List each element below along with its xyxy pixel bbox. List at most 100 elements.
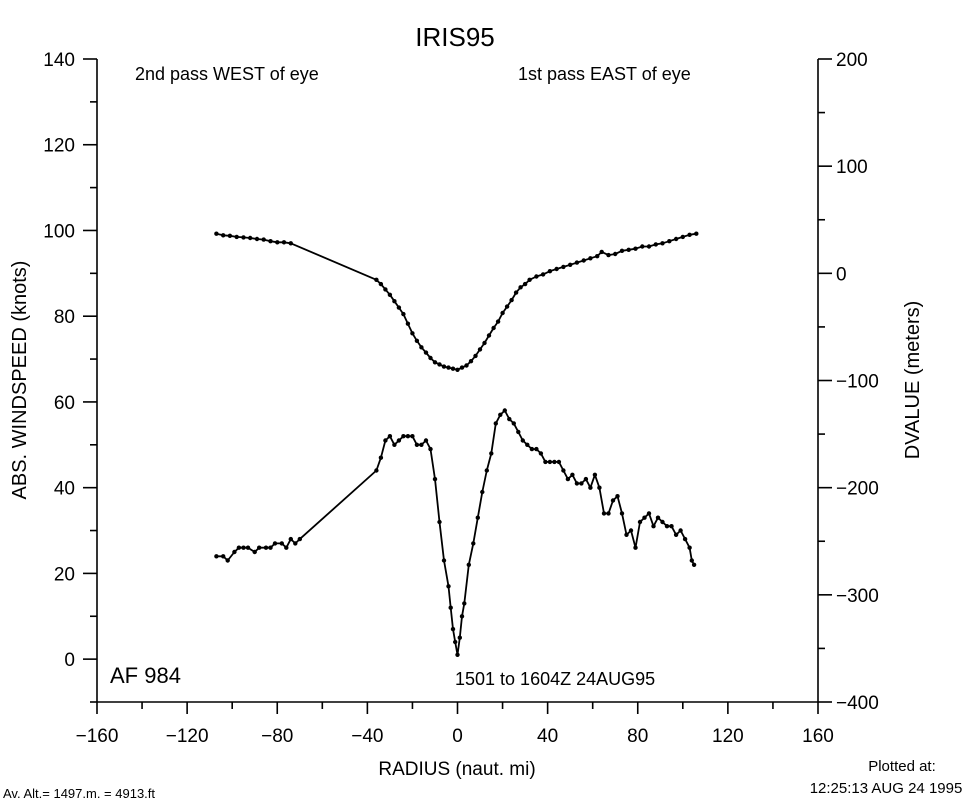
x-tick-label: 0 xyxy=(452,726,463,747)
data-point-dvalue xyxy=(261,237,266,242)
data-point-dvalue xyxy=(518,285,523,290)
data-point-windspeed xyxy=(633,545,638,550)
data-point-dvalue xyxy=(401,311,406,317)
data-point-dvalue xyxy=(446,365,451,370)
y-left-tick-label: 60 xyxy=(54,393,75,414)
x-tick-label: 40 xyxy=(537,726,558,747)
data-point-dvalue xyxy=(540,272,546,277)
data-point-dvalue xyxy=(455,367,460,372)
data-point-dvalue xyxy=(378,281,384,287)
data-point-windspeed xyxy=(592,472,598,477)
data-point-windspeed xyxy=(529,446,535,452)
x-tick-label: 120 xyxy=(712,726,744,747)
data-point-windspeed xyxy=(637,519,643,525)
data-point-windspeed xyxy=(423,438,429,443)
data-point-windspeed xyxy=(284,545,289,550)
data-point-windspeed xyxy=(588,485,593,490)
data-point-windspeed xyxy=(392,442,397,447)
data-point-windspeed xyxy=(245,545,251,550)
y-right-tick-label: −300 xyxy=(836,586,879,607)
data-point-windspeed xyxy=(561,468,566,473)
data-point-windspeed xyxy=(601,511,607,516)
data-point-windspeed xyxy=(297,536,302,542)
data-point-windspeed xyxy=(583,476,589,482)
data-point-windspeed xyxy=(655,515,661,520)
data-point-windspeed xyxy=(520,438,525,443)
data-point-dvalue xyxy=(288,241,293,246)
data-point-dvalue xyxy=(254,236,260,242)
data-point-windspeed xyxy=(498,412,503,417)
data-point-dvalue xyxy=(423,350,429,355)
data-point-windspeed xyxy=(257,545,262,550)
data-point-windspeed xyxy=(383,438,388,443)
series-line-dvalue xyxy=(216,232,697,371)
data-point-dvalue xyxy=(473,353,478,359)
data-point-dvalue xyxy=(694,231,699,236)
data-point-dvalue xyxy=(387,292,393,297)
data-point-windspeed xyxy=(236,545,242,550)
x-tick-label: 160 xyxy=(802,726,834,747)
data-point-windspeed xyxy=(214,554,219,559)
data-point-windspeed xyxy=(579,481,584,486)
data-point-windspeed xyxy=(624,532,629,537)
data-point-dvalue xyxy=(221,233,226,238)
data-point-dvalue xyxy=(468,359,474,364)
data-point-windspeed xyxy=(606,511,611,516)
data-point-windspeed xyxy=(642,515,647,520)
axes-frame xyxy=(96,59,819,703)
data-point-dvalue xyxy=(599,249,604,255)
data-point-dvalue xyxy=(653,242,658,247)
data-point-windspeed xyxy=(446,584,451,589)
data-point-windspeed xyxy=(466,562,471,567)
data-point-windspeed xyxy=(615,494,620,499)
data-point-windspeed xyxy=(288,536,293,542)
data-point-dvalue xyxy=(595,254,600,259)
annotation-east: 1st pass EAST of eye xyxy=(518,64,691,84)
data-point-dvalue xyxy=(687,232,692,237)
data-point-dvalue xyxy=(482,340,487,346)
data-point-windspeed xyxy=(263,545,269,550)
data-point-windspeed xyxy=(279,541,284,546)
data-point-dvalue xyxy=(214,231,219,236)
axis-ticks: 020406080100120140−400−300−200−100010020… xyxy=(43,50,879,747)
data-point-dvalue xyxy=(588,256,593,261)
data-point-windspeed xyxy=(448,605,453,610)
x-tick-label: 80 xyxy=(627,726,648,747)
data-point-dvalue xyxy=(248,235,253,241)
data-point-windspeed xyxy=(450,626,456,632)
data-point-dvalue xyxy=(432,360,438,365)
data-point-windspeed xyxy=(459,614,465,619)
data-point-dvalue xyxy=(241,235,246,240)
data-point-windspeed xyxy=(673,532,679,537)
y-left-tick-label: 0 xyxy=(64,650,75,671)
data-point-windspeed xyxy=(453,639,458,645)
data-point-windspeed xyxy=(610,498,616,503)
data-point-dvalue xyxy=(459,365,465,370)
data-point-dvalue xyxy=(414,338,420,343)
data-point-windspeed xyxy=(619,511,625,516)
data-point-dvalue xyxy=(522,281,528,287)
y-left-tick-label: 120 xyxy=(43,136,75,157)
data-point-dvalue xyxy=(640,244,645,249)
data-point-dvalue xyxy=(619,248,625,253)
data-point-windspeed xyxy=(651,524,656,529)
x-tick-label: −40 xyxy=(351,726,383,747)
data-point-windspeed xyxy=(534,446,539,452)
data-point-windspeed xyxy=(455,652,460,657)
y-right-tick-label: 0 xyxy=(836,264,847,285)
altitude-footer: Av. Alt.= 1497.m. = 4913.ft xyxy=(3,786,155,801)
x-tick-label: −160 xyxy=(76,726,119,747)
data-point-windspeed xyxy=(691,562,697,567)
data-point-dvalue xyxy=(227,233,233,238)
data-point-dvalue xyxy=(234,234,239,240)
x-tick-label: −80 xyxy=(261,726,293,747)
data-point-dvalue xyxy=(667,239,672,244)
data-point-windspeed xyxy=(419,442,424,447)
data-point-dvalue xyxy=(410,331,415,336)
data-point-windspeed xyxy=(378,455,384,460)
data-point-windspeed xyxy=(252,549,257,555)
data-point-windspeed xyxy=(547,459,553,465)
data-point-dvalue xyxy=(405,321,411,326)
data-point-windspeed xyxy=(669,524,674,529)
data-point-windspeed xyxy=(480,489,485,495)
